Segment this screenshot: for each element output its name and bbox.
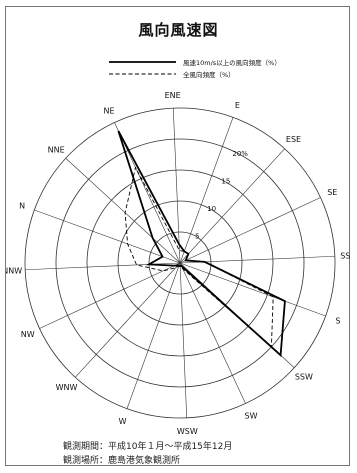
direction-label: ESE [286, 135, 301, 144]
grid-ring [86, 169, 274, 357]
grid-spoke [179, 148, 285, 264]
grid-spoke [75, 262, 181, 378]
series-all-wind [124, 166, 274, 348]
direction-label: ENE [165, 91, 181, 100]
grid-spoke [179, 262, 326, 317]
grid-spoke [34, 209, 181, 264]
radial-tick-label: 15 [221, 177, 230, 185]
chart-frame: 風向風速図 EENENENNENNNWNWWNWWWSWSWSSWSSSESEE… [5, 6, 351, 466]
grid-spoke [39, 262, 181, 329]
direction-label: WSW [177, 427, 198, 436]
direction-label: SSW [295, 372, 313, 381]
chart-title: 風向風速図 [138, 21, 219, 39]
direction-label: WNW [56, 383, 78, 392]
grid-spoke [179, 197, 321, 264]
grid-spoke [172, 108, 181, 264]
grid-spoke [179, 262, 188, 418]
grid-ring [55, 138, 305, 388]
direction-label: N [19, 202, 25, 211]
radial-tick-label: 20% [232, 150, 248, 158]
wind-rose-chart: E ENE NE NNE N NNW NW WNW W WSW SW SSW S SSE SE ESE 5 10 1… [6, 58, 351, 436]
grid-ring [117, 200, 243, 326]
direction-label: NE [103, 107, 114, 116]
direction-label: NW [21, 330, 35, 339]
direction-label: SW [244, 411, 257, 420]
legend-label: 風速10m/s以上の風向頻度（%） [183, 58, 281, 67]
legend-label: 全風向頻度（%） [183, 70, 235, 79]
series-strong-wind [117, 130, 286, 358]
grid-spoke [179, 117, 234, 264]
grid-ring [148, 231, 212, 295]
direction-label: E [235, 101, 240, 110]
direction-label: SSE [340, 252, 351, 261]
direction-label: NNW [6, 266, 22, 275]
observation-period: 観測期間：平成10年１月～平成15年12月 [63, 442, 233, 452]
radial-tick-label: 10 [207, 205, 216, 213]
direction-label: SE [327, 188, 337, 197]
grid-spoke [179, 262, 246, 404]
direction-label: S [335, 316, 340, 325]
grid-spoke [126, 262, 181, 409]
direction-label: NNE [48, 146, 65, 155]
radial-tick-label: 5 [195, 232, 199, 240]
direction-label: W [119, 417, 127, 426]
grid-ring [24, 107, 336, 419]
grid-spoke [65, 158, 181, 264]
observation-place: 観測場所：鹿島港気象観測所 [63, 456, 181, 466]
